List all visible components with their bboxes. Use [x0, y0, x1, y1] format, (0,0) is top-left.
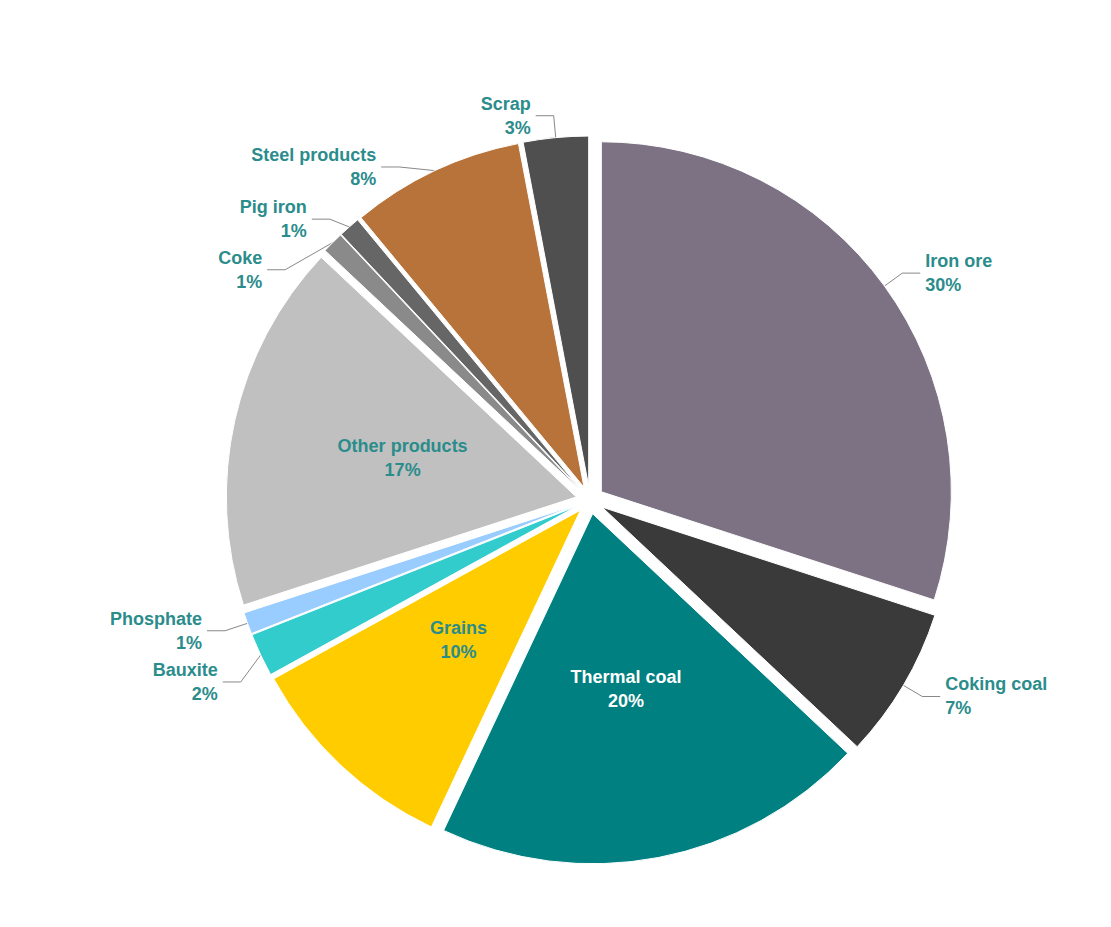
- svg-text:Coking coal: Coking coal: [945, 674, 1047, 694]
- svg-text:Coke: Coke: [218, 248, 262, 268]
- svg-text:7%: 7%: [945, 698, 971, 718]
- svg-text:17%: 17%: [385, 460, 421, 480]
- svg-text:10%: 10%: [441, 642, 477, 662]
- svg-text:8%: 8%: [350, 169, 376, 189]
- svg-text:Other products: Other products: [338, 436, 468, 456]
- svg-text:Grains: Grains: [430, 618, 487, 638]
- svg-text:2%: 2%: [192, 684, 218, 704]
- svg-text:Iron ore: Iron ore: [925, 251, 992, 271]
- svg-text:20%: 20%: [608, 691, 644, 711]
- svg-text:1%: 1%: [176, 633, 202, 653]
- svg-text:Phosphate: Phosphate: [110, 609, 202, 629]
- svg-text:30%: 30%: [925, 275, 961, 295]
- svg-text:1%: 1%: [281, 221, 307, 241]
- svg-text:3%: 3%: [505, 118, 531, 138]
- svg-text:Bauxite: Bauxite: [153, 660, 218, 680]
- svg-text:1%: 1%: [236, 272, 262, 292]
- svg-text:Thermal coal: Thermal coal: [570, 667, 681, 687]
- svg-text:Steel products: Steel products: [251, 145, 376, 165]
- svg-text:Scrap: Scrap: [481, 94, 531, 114]
- svg-text:Pig iron: Pig iron: [240, 197, 307, 217]
